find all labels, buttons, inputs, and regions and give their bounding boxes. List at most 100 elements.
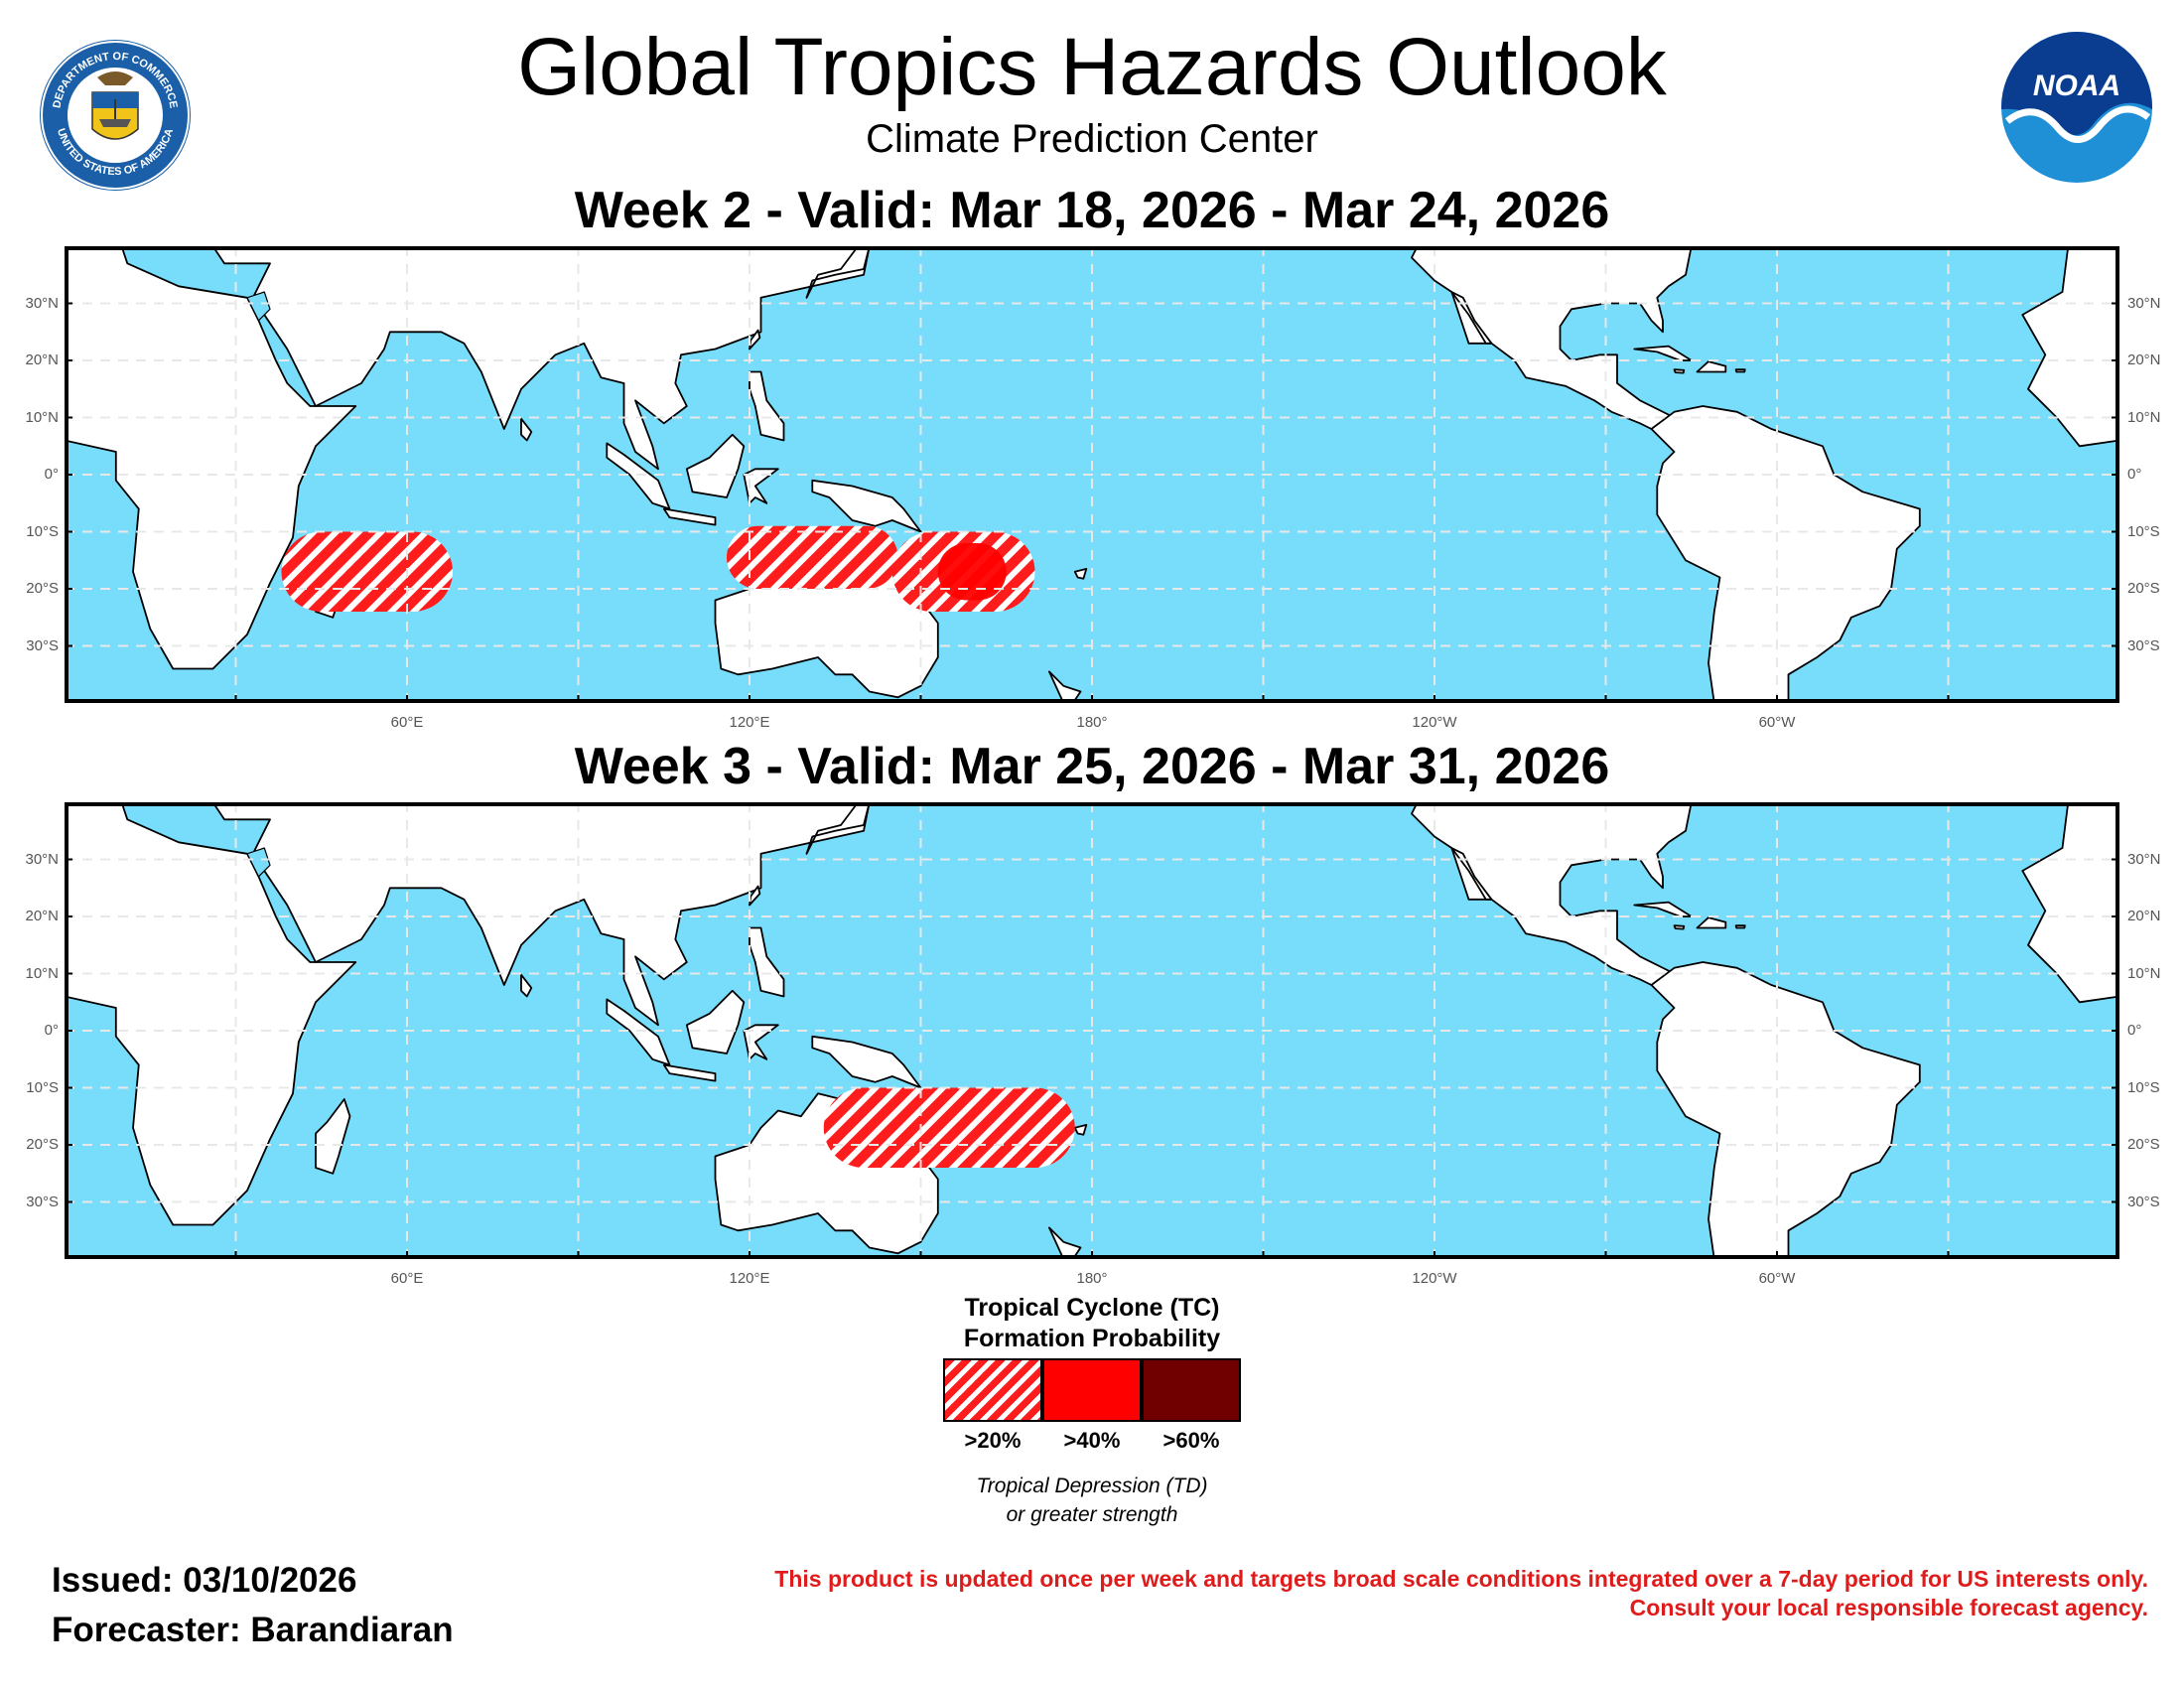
- lat-label-left: 30°S: [26, 636, 59, 654]
- landmass-japan: [805, 802, 871, 855]
- landmass-philippines: [749, 370, 785, 442]
- week2-map: 30°N 30°N 20°N 20°N 10°N 10°N 0° 0° 10°S 10°S 20°S…: [25, 246, 2161, 731]
- lat-label-right: 20°N: [2127, 352, 2161, 368]
- hazard-zone-20-pct: [823, 1087, 1075, 1168]
- lon-label: 120°W: [1412, 714, 1457, 731]
- disclaimer-line2: Consult your local responsible forecast …: [1629, 1595, 2148, 1620]
- page-subtitle: Climate Prediction Center: [866, 117, 1318, 161]
- landmass-sriLanka: [520, 417, 533, 442]
- lon-label: 120°W: [1412, 1270, 1457, 1287]
- landmass-africa: [65, 802, 357, 1226]
- lon-label: 180°: [1076, 714, 1108, 731]
- landmass-borneo: [685, 433, 746, 498]
- hazard-zone-20-pct: [281, 531, 453, 612]
- lat-label-left: 20°S: [26, 580, 59, 597]
- week2-title: Week 2 - Valid: Mar 18, 2026 - Mar 24, 2…: [574, 182, 1610, 239]
- landmass-jamaica: [1673, 924, 1686, 930]
- lat-label-left: 30°S: [26, 1193, 59, 1210]
- landmass-puertoRico: [1734, 924, 1746, 929]
- lat-label-right: 20°S: [2127, 1136, 2160, 1153]
- legend-swatch-60: [1142, 1358, 1241, 1422]
- landmass-madagascar: [315, 1098, 351, 1175]
- disclaimer-line1: This product is updated once per week an…: [774, 1566, 2148, 1592]
- lat-label-left: 10°N: [25, 964, 59, 982]
- lat-label-right: 30°N: [2127, 294, 2161, 312]
- legend-title: Tropical Cyclone (TC) Formation Probabil…: [844, 1293, 1340, 1354]
- legend-note-line1: Tropical Depression (TD): [976, 1475, 1208, 1497]
- hazard-zone-20-pct: [727, 525, 898, 589]
- landmass-sriLanka: [520, 973, 533, 998]
- map-canvas: [65, 802, 2119, 1259]
- graticule: [65, 802, 2119, 1259]
- lat-label-left: 10°S: [26, 522, 59, 540]
- landmass-puertoRico: [1734, 368, 1746, 373]
- landmass-northAmerica: [1411, 802, 1693, 986]
- landmass-bajaCal: [1450, 291, 1493, 345]
- landmass-java: [662, 1063, 717, 1082]
- lat-label-right: 0°: [2127, 466, 2142, 483]
- landmass-jamaica: [1673, 368, 1686, 374]
- lat-label-right: 10°N: [2127, 964, 2161, 982]
- hazard-zone-40-pct: [937, 543, 1007, 601]
- doc-seal-logo: DEPARTMENT OF COMMERCE UNITED STATES OF …: [38, 38, 193, 198]
- noaa-logo: NOAA: [1999, 30, 2154, 190]
- legend-swatch-20: [943, 1358, 1042, 1422]
- landmass-philippines: [749, 926, 785, 998]
- landmass-northAmerica: [1411, 246, 1693, 430]
- lat-label-left: 10°N: [25, 408, 59, 426]
- landmass-africa: [65, 246, 357, 670]
- lat-label-right: 30°S: [2127, 1193, 2160, 1210]
- legend-note: Tropical Depression (TD) or greater stre…: [844, 1472, 1340, 1529]
- lon-label: 60°E: [390, 1270, 424, 1287]
- lat-label-left: 30°N: [25, 294, 59, 312]
- lat-label-left: 20°S: [26, 1136, 59, 1153]
- lon-label: 60°W: [1758, 714, 1796, 731]
- lat-label-right: 10°N: [2127, 408, 2161, 426]
- landmass-bajaCal: [1450, 847, 1493, 901]
- legend-title-line2: Formation Probability: [963, 1325, 1221, 1352]
- disclaimer: This product is updated once per week an…: [560, 1565, 2148, 1622]
- legend-label-40: >40%: [1063, 1428, 1121, 1453]
- noaa-logo-text: NOAA: [2033, 70, 2120, 102]
- legend-swatch-40: [1042, 1358, 1142, 1422]
- landmass-hispaniola: [1696, 916, 1727, 929]
- landmass-arabiaGap: [246, 291, 271, 322]
- lat-label-left: 20°N: [25, 908, 59, 924]
- landmass-fiji: [1073, 567, 1088, 580]
- week3-title: Week 3 - Valid: Mar 25, 2026 - Mar 31, 2…: [574, 738, 1610, 795]
- page-title: Global Tropics Hazards Outlook: [517, 22, 1667, 112]
- lon-label: 120°E: [729, 1270, 770, 1287]
- lat-label-right: 10°S: [2127, 1078, 2160, 1096]
- landmass-hispaniola: [1696, 360, 1727, 373]
- landmass-cuba: [1633, 345, 1693, 361]
- lat-label-left: 0°: [44, 1022, 59, 1039]
- lon-label: 180°: [1076, 1270, 1108, 1287]
- lat-label-right: 20°N: [2127, 908, 2161, 924]
- landmass-africaWest: [2021, 246, 2119, 448]
- landmass-fiji: [1073, 1123, 1088, 1136]
- landmass-japan: [805, 246, 871, 299]
- legend-note-line2: or greater strength: [1006, 1503, 1178, 1526]
- lat-label-right: 30°N: [2127, 850, 2161, 868]
- lat-label-right: 10°S: [2127, 522, 2160, 540]
- landmass-arabiaGap: [246, 847, 271, 878]
- lat-label-left: 0°: [44, 466, 59, 483]
- landmass-africaWest: [2021, 802, 2119, 1004]
- legend-label-60: >60%: [1162, 1428, 1220, 1453]
- landmass-java: [662, 507, 717, 526]
- week3-map: 30°N 30°N 20°N 20°N 10°N 10°N 0° 0° 10°S 10°S 20°S…: [25, 802, 2161, 1287]
- landmass-newGuinea: [811, 1035, 922, 1089]
- map-canvas: [65, 246, 2119, 703]
- lat-label-right: 20°S: [2127, 580, 2160, 597]
- issued-date: Issued: 03/10/2026: [52, 1561, 357, 1600]
- lat-label-right: 30°S: [2127, 636, 2160, 654]
- lon-label: 120°E: [729, 714, 770, 731]
- landmass-southAmerica: [1650, 405, 1921, 703]
- lat-label-left: 30°N: [25, 850, 59, 868]
- lon-label: 60°E: [390, 714, 424, 731]
- legend-title-line1: Tropical Cyclone (TC): [964, 1294, 1220, 1322]
- lat-label-left: 20°N: [25, 352, 59, 368]
- lon-label: 60°W: [1758, 1270, 1796, 1287]
- legend-label-20: >20%: [964, 1428, 1022, 1453]
- landmass-cuba: [1633, 901, 1693, 917]
